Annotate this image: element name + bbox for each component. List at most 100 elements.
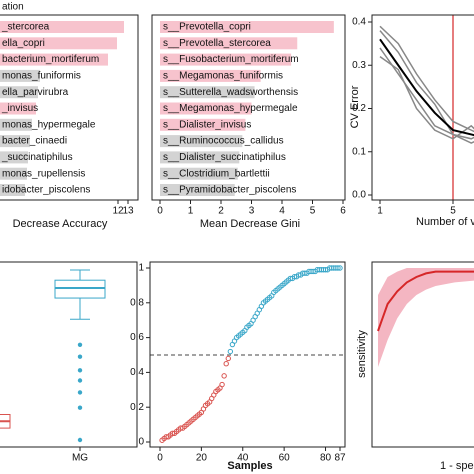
category-label: _invisus	[1, 103, 38, 114]
x-tick-label: 0	[157, 453, 163, 464]
plot-area: _stercorea ella_copri bacterium_mortiferum…	[0, 21, 124, 196]
point	[219, 381, 225, 388]
point	[225, 355, 231, 362]
curve	[377, 270, 474, 332]
category-label: idobacter_piscolens	[2, 185, 90, 196]
bar	[0, 69, 40, 82]
y-tick-label: 0.8	[130, 297, 144, 308]
bar	[160, 151, 240, 164]
x-tick-label: 4	[279, 206, 285, 217]
y-tick-label: 1	[138, 263, 144, 274]
category-label: s__Megamonas_funiformis	[163, 71, 283, 82]
y-tick-label: 0.1	[352, 146, 366, 157]
x-tick-label: 2	[218, 206, 224, 217]
x-tick-label: 80	[320, 453, 332, 464]
panel-frame	[0, 261, 138, 448]
y-axis-label: CV Error	[349, 85, 361, 128]
y-tick-label: 0	[138, 437, 144, 448]
panel-title: ation	[2, 2, 24, 13]
category-label: s__Sutterella_wadsworthensis	[163, 87, 298, 98]
bar	[160, 37, 298, 50]
bar	[160, 184, 235, 196]
y-tick-label: 0.6	[130, 332, 144, 343]
x-tick-label: 13	[122, 206, 134, 217]
bar	[0, 53, 108, 66]
category-label: monas_rupellensis	[2, 168, 85, 179]
x-axis-label: Decrease Accuracy	[13, 218, 108, 230]
x-tick-label: 5	[310, 206, 316, 217]
panel-frame	[371, 14, 474, 201]
series-line	[379, 38, 474, 137]
bar	[0, 184, 25, 196]
plot-area	[379, 15, 474, 200]
bar	[0, 86, 38, 99]
y-tick-label: 0.2	[352, 103, 366, 114]
x-tick-label: 40	[237, 453, 249, 464]
plot-area: s__Prevotella_copri s__Prevotella_stercor…	[160, 21, 334, 196]
category-label: s__Pyramidobacter_piscolens	[163, 185, 296, 196]
bar	[0, 37, 117, 50]
point	[227, 348, 234, 355]
bar	[160, 21, 334, 33]
x-tick-label: MG	[72, 453, 88, 464]
category-label: ella_copri	[2, 38, 45, 49]
series-line	[379, 55, 474, 140]
bar	[160, 167, 238, 180]
category-label: s__Megamonas_hypermegale	[163, 103, 298, 114]
category-label: ella_parvirubra	[2, 87, 69, 98]
category-label: s__Dialister_succinatiphilus	[163, 152, 286, 163]
category-label: s__Clostridium_bartlettii	[163, 168, 270, 179]
category-label: _stercorea	[1, 22, 50, 33]
bar	[160, 135, 243, 148]
y-tick-label: 0.4	[130, 367, 144, 378]
point	[337, 265, 343, 271]
outlier	[77, 342, 83, 347]
x-axis-label: 1 - spe	[440, 460, 474, 472]
x-tick-label: 87	[334, 453, 346, 464]
y-tick-label: 0.3	[352, 60, 366, 71]
x-tick-label: 0	[157, 206, 163, 217]
category-label: bacterium_mortiferum	[2, 54, 99, 65]
category-label: monas_funiformis	[2, 71, 81, 82]
category-label: s__Dialister_invisus	[163, 119, 251, 130]
x-tick-label: 60	[279, 453, 291, 464]
category-label: _succinatiphilus	[1, 152, 73, 163]
x-tick-label: 1	[377, 206, 383, 217]
bar	[160, 86, 255, 99]
y-tick-label: 0.0	[352, 190, 366, 201]
bar	[160, 102, 252, 115]
panel-frame	[371, 261, 474, 448]
y-tick-label: 0.2	[130, 402, 144, 413]
outlier	[77, 390, 83, 395]
x-axis-label: Mean Decrease Gini	[200, 218, 300, 230]
outlier	[77, 354, 83, 359]
confidence-band	[378, 268, 474, 367]
x-tick-label: 5	[450, 206, 456, 217]
x-tick-label: 6	[340, 206, 346, 217]
category-label: monas_hypermegale	[2, 119, 96, 130]
plot-area	[377, 268, 474, 367]
y-tick-label: 0.4	[352, 17, 366, 28]
box	[54, 279, 106, 299]
x-axis-label: Number of v	[416, 216, 474, 228]
plot-area	[0, 269, 106, 443]
category-label: s__Fusobacterium_mortiferum	[163, 54, 299, 65]
outlier	[77, 378, 83, 383]
bar	[0, 21, 124, 33]
bar	[160, 69, 261, 82]
panel-frame	[151, 14, 346, 201]
category-label: s__Prevotella_copri	[163, 22, 251, 33]
y-axis-label: sensitivity	[356, 330, 368, 378]
bar	[0, 167, 27, 180]
outlier	[77, 368, 83, 373]
panel-frame	[149, 261, 346, 448]
panel-frame	[0, 14, 139, 201]
point	[223, 361, 229, 367]
bar	[160, 53, 292, 66]
x-tick-label: 1	[188, 206, 194, 217]
plot-area	[150, 265, 345, 443]
bar	[0, 151, 28, 164]
outlier	[77, 405, 83, 410]
x-tick-label: 3	[249, 206, 255, 217]
bar	[160, 118, 246, 131]
